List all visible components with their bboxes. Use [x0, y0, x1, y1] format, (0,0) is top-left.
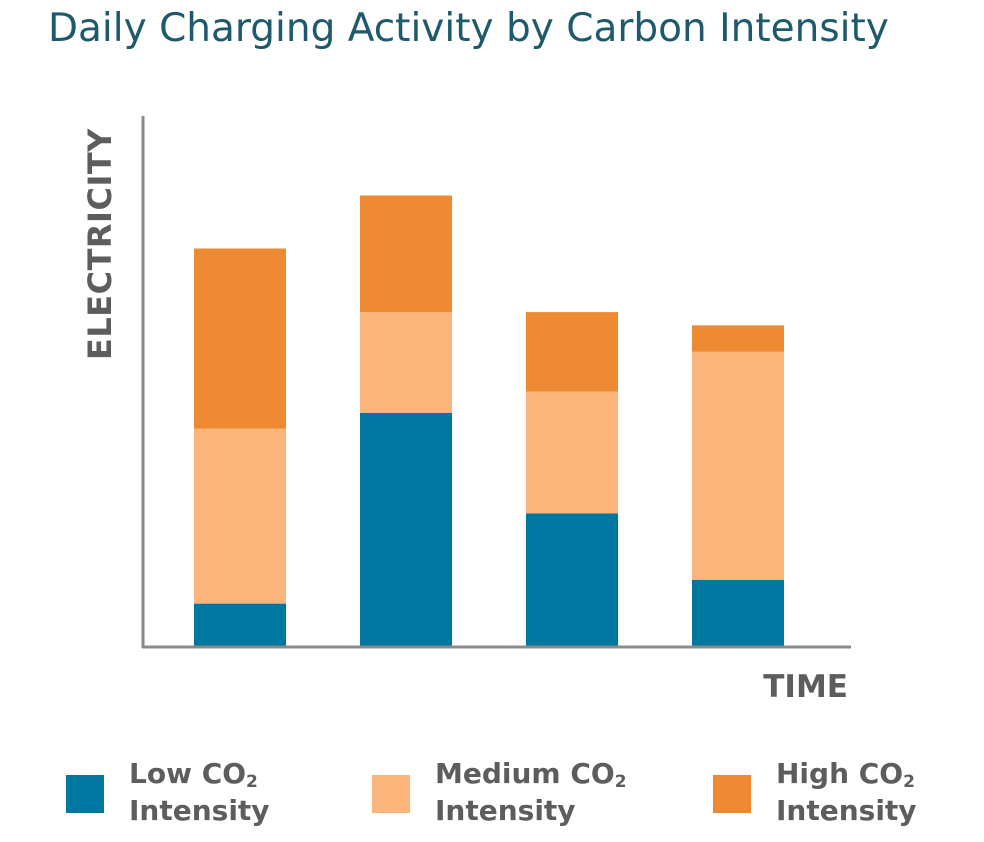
- bar-1-low: [194, 603, 286, 646]
- bars-group: [194, 195, 784, 646]
- bar-2-medium: [360, 312, 452, 413]
- bar-4-low: [692, 579, 784, 646]
- bar-1-high: [194, 248, 286, 429]
- legend-swatch-medium: [372, 775, 410, 813]
- legend-swatch-low: [66, 775, 104, 813]
- legend-label-low: Low CO2 Intensity: [129, 757, 270, 827]
- x-axis-label: TIME: [763, 669, 848, 705]
- bar-4-high: [692, 325, 784, 352]
- bar-3-high: [526, 312, 618, 392]
- bar-3-medium: [526, 391, 618, 514]
- chart-title: Daily Charging Activity by Carbon Intens…: [48, 6, 889, 51]
- legend-label-medium: Medium CO2 Intensity: [435, 757, 627, 827]
- bar-1-medium: [194, 428, 286, 604]
- bar-2-high: [360, 195, 452, 313]
- stacked-bar-chart: ELECTRICITY TIME: [81, 116, 851, 705]
- bar-4-medium: [692, 351, 784, 580]
- bar-3-low: [526, 513, 618, 646]
- legend-label-high: High CO2 Intensity: [776, 757, 917, 827]
- bar-2-low: [360, 412, 452, 646]
- legend: Low CO2 Intensity Medium CO2 Intensity H…: [0, 755, 984, 835]
- y-axis-label: ELECTRICITY: [81, 128, 119, 360]
- legend-swatch-high: [713, 775, 751, 813]
